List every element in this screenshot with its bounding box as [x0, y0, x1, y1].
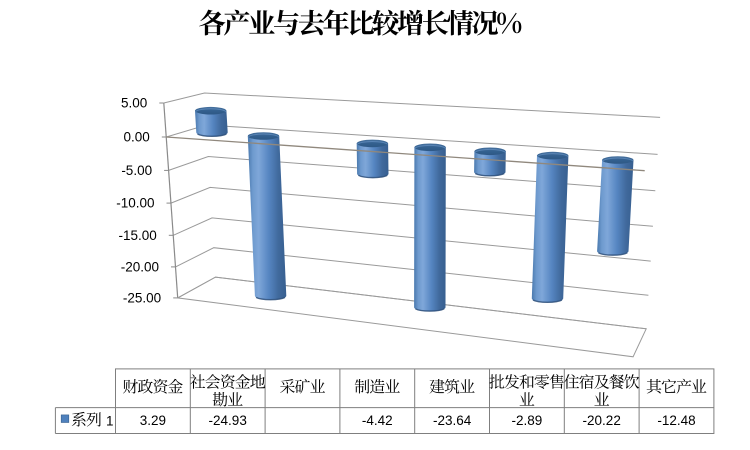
svg-text:-10.00: -10.00: [116, 196, 154, 211]
svg-text:5.00: 5.00: [121, 96, 147, 111]
svg-text:-24.93: -24.93: [209, 413, 247, 428]
svg-text:1: 1: [106, 413, 114, 428]
svg-text:-12.48: -12.48: [657, 413, 695, 428]
svg-text:-4.42: -4.42: [362, 413, 393, 428]
svg-text:-23.64: -23.64: [433, 413, 472, 428]
svg-text:-15.00: -15.00: [119, 228, 157, 243]
svg-text:-5.00: -5.00: [121, 163, 152, 178]
svg-text:-20.22: -20.22: [583, 413, 621, 428]
svg-text:0.00: 0.00: [124, 130, 150, 145]
svg-text:3.29: 3.29: [140, 413, 166, 428]
svg-text:-25.00: -25.00: [123, 290, 161, 305]
svg-text:-2.89: -2.89: [512, 413, 543, 428]
svg-text:-20.00: -20.00: [121, 259, 159, 274]
